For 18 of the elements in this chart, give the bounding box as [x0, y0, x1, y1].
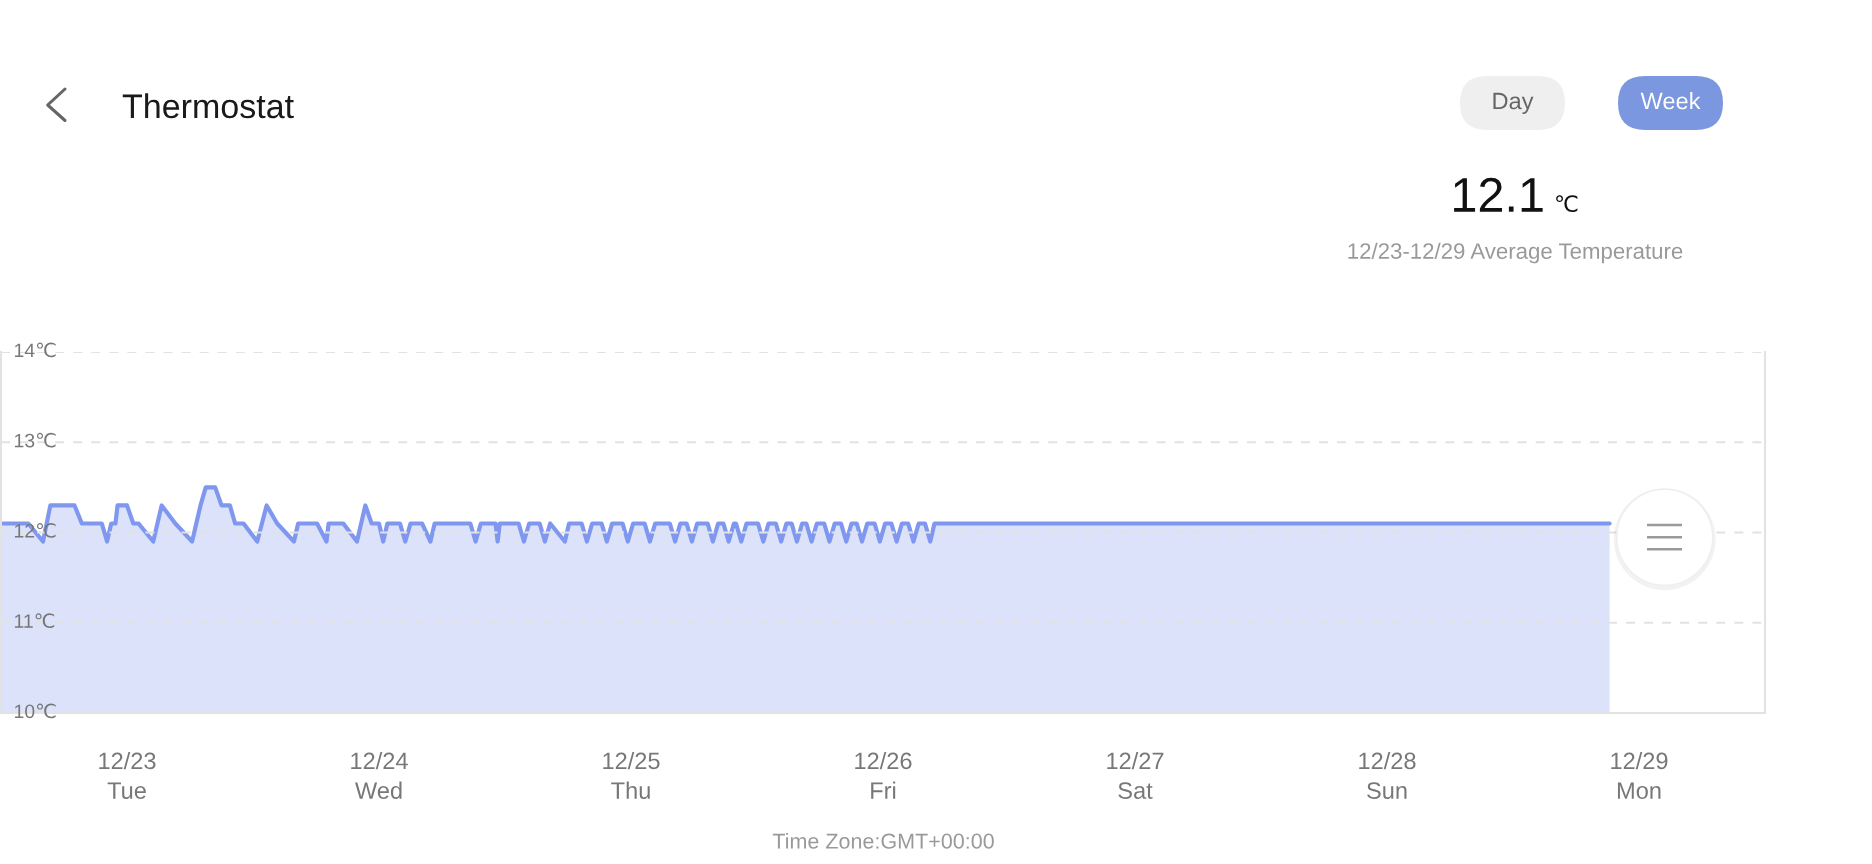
text: Week: [1640, 92, 1701, 110]
text: 12.1: [1454, 177, 1543, 212]
x-tick-label: 12/26 Fri: [855, 751, 912, 799]
chart-title: Thermostat: [122, 93, 294, 119]
text: Day: [1493, 92, 1534, 114]
x-tick-label: 12/23 Tue: [99, 751, 156, 799]
y-tick-label: 11℃: [14, 613, 55, 629]
x-tick-label: 12/24 Wed: [351, 751, 408, 799]
y-tick-label: 14℃: [14, 342, 56, 358]
text: Time Zone:GMT+00:00: [772, 832, 994, 849]
text: 12/23-12/29 Average Temperature: [1348, 242, 1683, 264]
x-tick-label: 12/25 Thu: [603, 751, 660, 799]
x-tick-label: 12/27 Sat: [1107, 751, 1164, 799]
text: ℃: [1556, 195, 1578, 213]
y-tick-label: 10℃: [14, 703, 56, 719]
y-tick-label: 13℃: [14, 432, 56, 448]
x-tick-label: 12/28 Sun: [1359, 751, 1416, 799]
x-tick-label: 12/29 Mon: [1611, 751, 1668, 799]
